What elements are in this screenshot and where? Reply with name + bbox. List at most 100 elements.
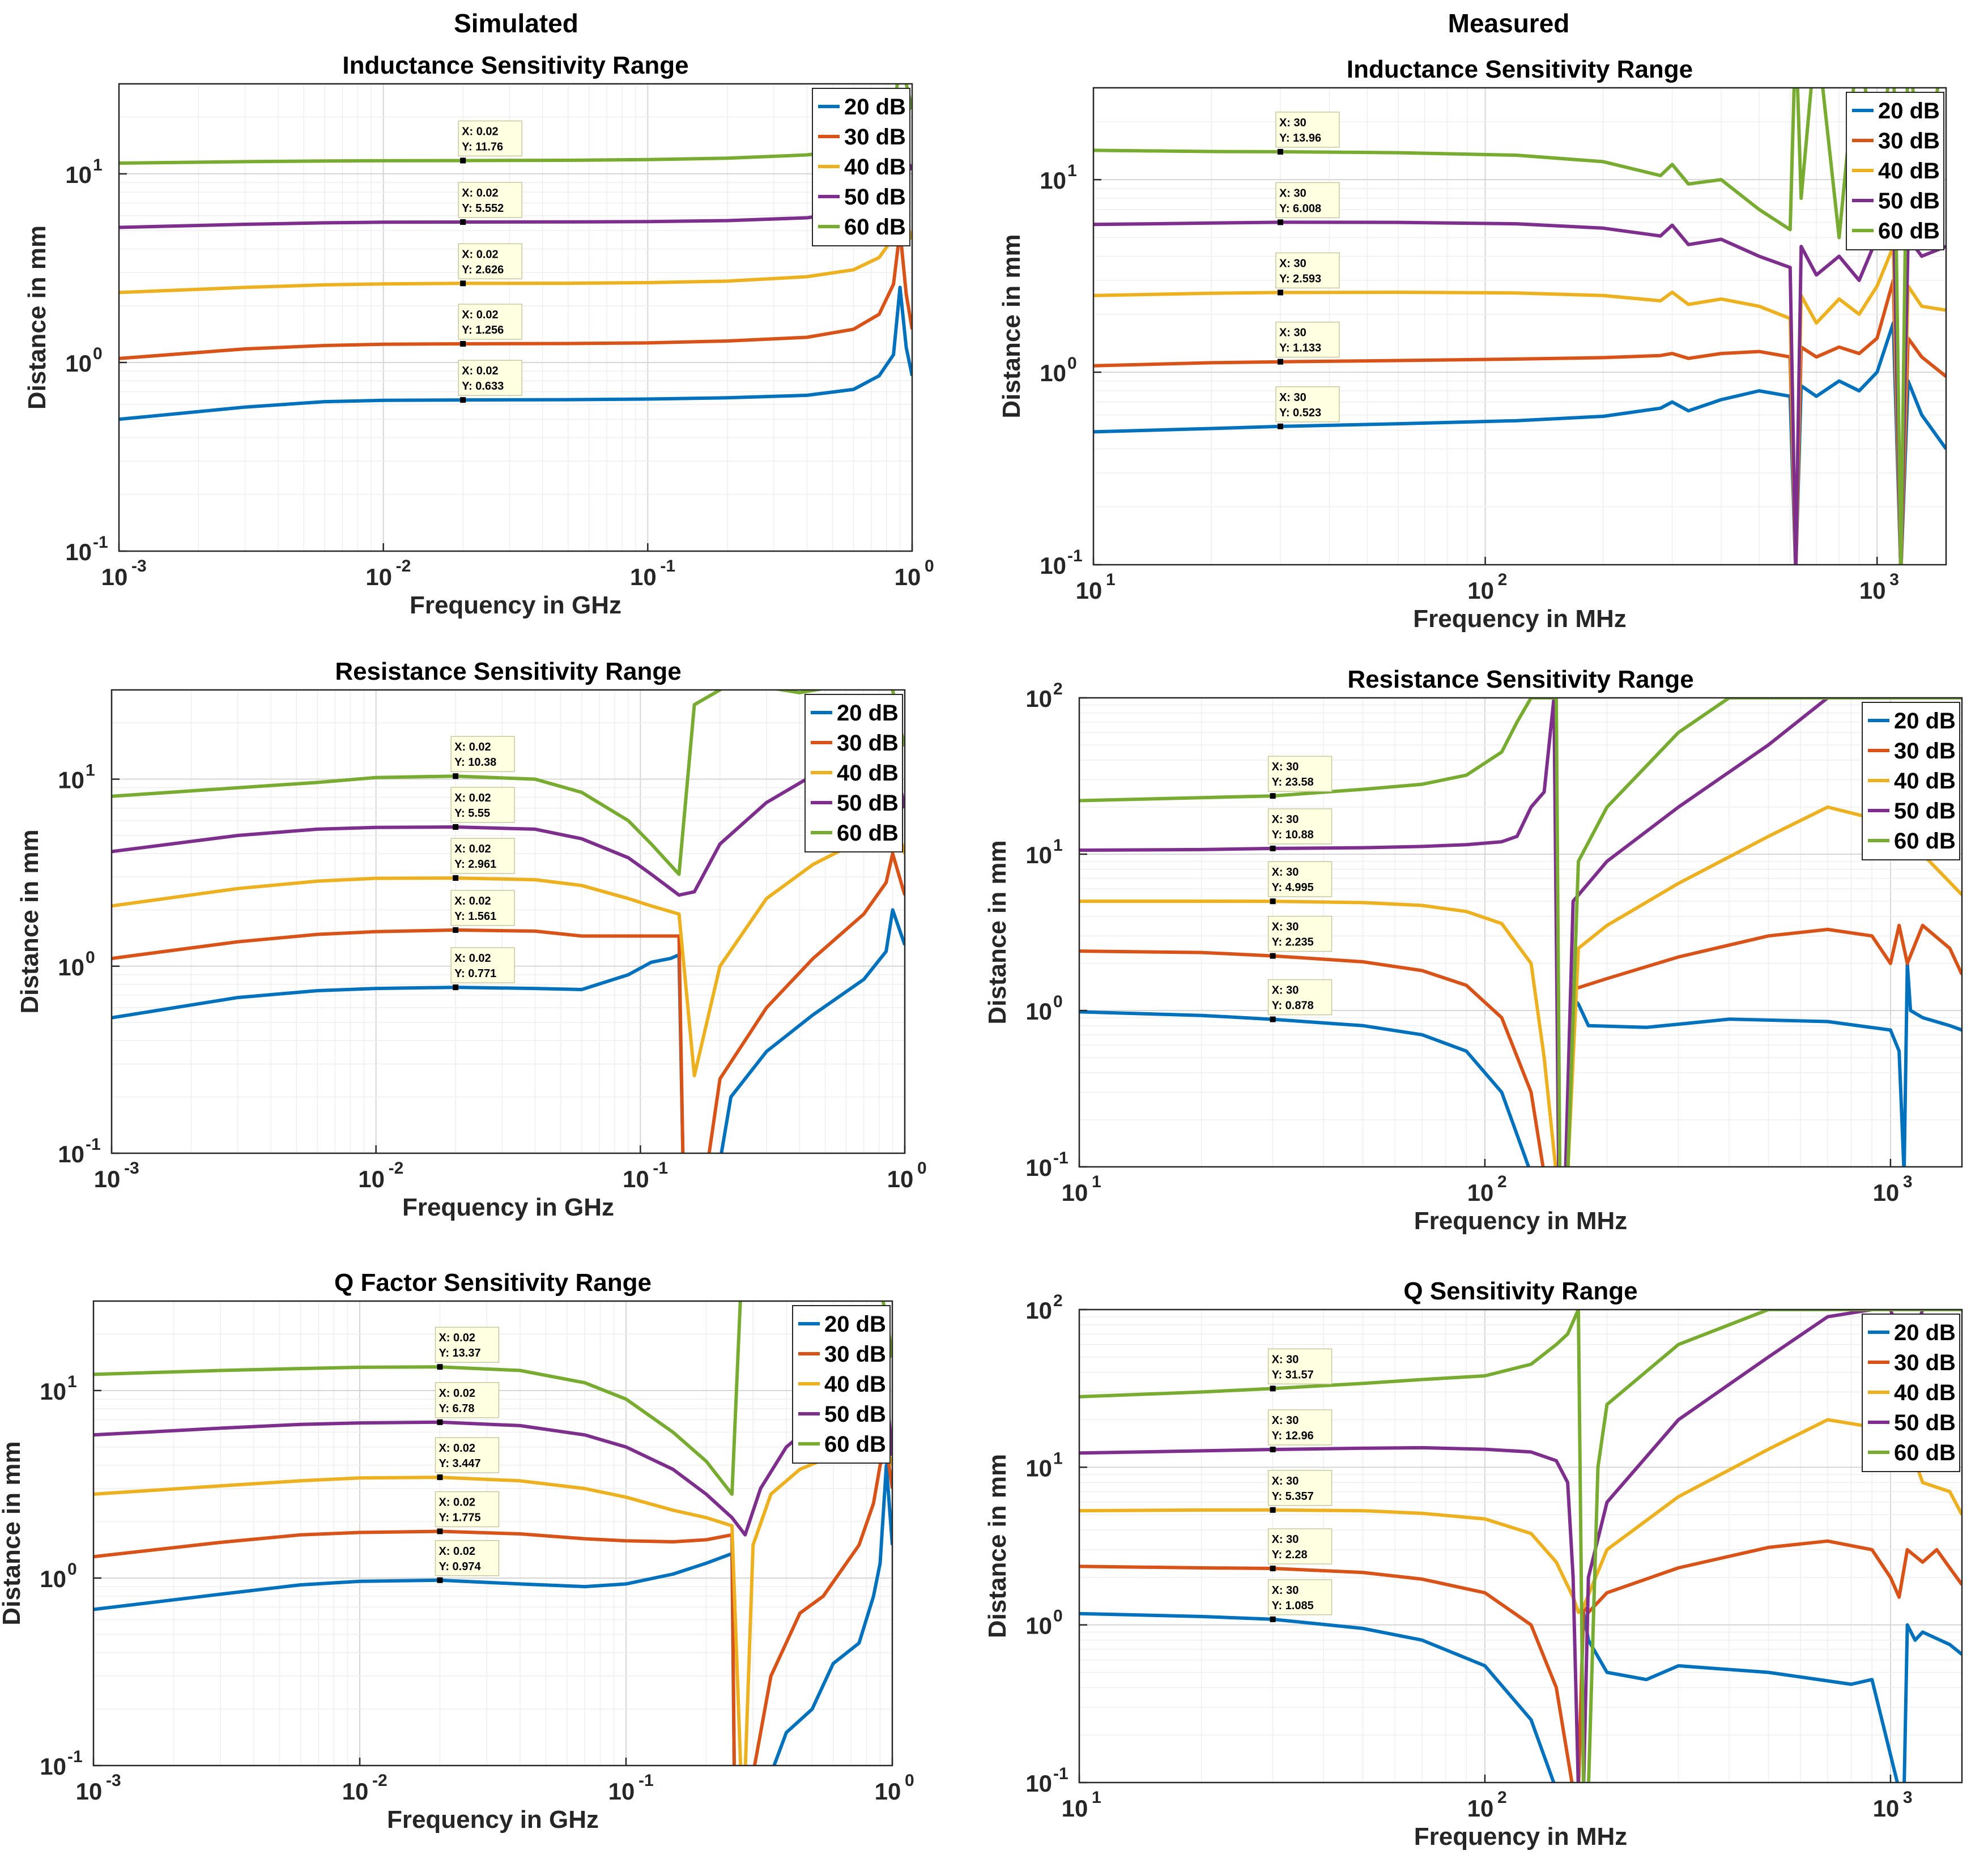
chart-title: Q Sensitivity Range [1403, 1277, 1637, 1305]
x-tick-label: 10 [1467, 577, 1494, 604]
data-tip-marker [1270, 898, 1276, 905]
x-axis-label: Frequency in GHz [402, 1193, 614, 1221]
x-tick-label: 10 [608, 1778, 635, 1805]
legend-label: 60 dB [1894, 1440, 1956, 1465]
legend-label: 50 dB [1894, 1410, 1956, 1435]
y-tick-label: 10 [40, 1566, 66, 1592]
data-tip-marker [1270, 1616, 1276, 1622]
data-tip: X: 0.02 Y: 0.771 [450, 947, 515, 991]
data-tip-box [1267, 1409, 1333, 1446]
data-tip-box [458, 304, 522, 340]
data-tip-x: X: 30 [1272, 1414, 1299, 1427]
data-tip-box [1275, 252, 1340, 289]
legend-label: 20 dB [1894, 1320, 1956, 1345]
x-tick-exponent: 2 [1498, 570, 1508, 589]
data-tip-y: Y: 10.88 [1272, 829, 1314, 841]
y-tick-exponent: 0 [1053, 992, 1063, 1011]
data-tip-x: X: 0.02 [454, 792, 491, 804]
data-tip-marker [453, 984, 459, 991]
y-axis-label: Distance in mm [23, 225, 51, 410]
legend-label: 40 dB [1894, 1380, 1956, 1405]
data-tip-y: Y: 0.633 [462, 380, 504, 393]
data-tip: X: 30 Y: 4.995 [1267, 861, 1333, 905]
legend-label: 50 dB [837, 791, 899, 816]
data-tip-marker [437, 1419, 443, 1425]
data-tip-box [435, 1382, 500, 1418]
data-tip-box [1267, 808, 1333, 845]
series-lines [1093, 88, 1946, 565]
legend: 20 dB 30 dB 40 dB 50 dB 60 dB [804, 694, 903, 852]
data-tip-x: X: 30 [1272, 866, 1299, 879]
y-tick-exponent: -1 [93, 533, 108, 552]
legend-label: 60 dB [844, 215, 906, 240]
data-tip-y: Y: 13.37 [439, 1347, 480, 1359]
x-tick-label: 10 [76, 1778, 103, 1805]
data-tip: X: 0.02 Y: 10.38 [450, 736, 515, 779]
legend-label: 20 dB [837, 701, 899, 726]
x-tick-exponent: 0 [917, 1159, 927, 1178]
data-tip-box [1275, 386, 1340, 423]
data-tip-y: Y: 1.561 [454, 910, 496, 923]
y-tick-label: 10 [58, 1141, 84, 1167]
x-axis-label: Frequency in MHz [1414, 1823, 1628, 1851]
x-tick-exponent: 3 [1903, 1172, 1913, 1191]
y-tick-exponent: -1 [1067, 547, 1083, 565]
data-tip-box [458, 120, 522, 157]
data-tip-marker [453, 824, 459, 830]
legend-label: 60 dB [1878, 219, 1940, 244]
data-tip-x: X: 0.02 [454, 895, 491, 907]
data-tip-x: X: 30 [1279, 327, 1306, 339]
data-tip-marker [437, 1577, 443, 1583]
data-tip-y: Y: 1.133 [1279, 342, 1321, 355]
legend-label: 40 dB [1894, 769, 1956, 794]
panel-q-factor-simulated: 10 -3 10 -2 10 -1 10 010 -110 010 1Q Factor Sensit… [0, 1269, 914, 1834]
y-tick-label: 10 [1025, 1297, 1052, 1324]
y-tick-exponent: 0 [1053, 1607, 1063, 1626]
data-tip: X: 0.02 Y: 1.775 [435, 1491, 500, 1534]
data-tip-y: Y: 0.523 [1279, 407, 1321, 419]
x-tick-label: 10 [365, 564, 392, 590]
data-tip: X: 30 Y: 1.133 [1275, 321, 1340, 365]
x-tick-label: 10 [101, 564, 128, 590]
data-tip-y: Y: 3.447 [439, 1457, 480, 1470]
chart-title: Q Factor Sensitivity Range [334, 1269, 652, 1297]
legend-label: 20 dB [824, 1312, 886, 1337]
data-tip-marker [437, 1364, 443, 1370]
data-tip-y: Y: 23.58 [1272, 776, 1314, 788]
axes-box [1092, 87, 1947, 566]
y-tick-exponent: -1 [86, 1135, 101, 1154]
x-axis-label: Frequency in GHz [410, 591, 621, 619]
series-line-60-dB [119, 84, 912, 165]
x-tick-exponent: -3 [131, 557, 147, 575]
data-tip-box [458, 360, 522, 396]
data-tip-box [1267, 1470, 1333, 1506]
data-tip-marker [460, 397, 466, 403]
x-tick-exponent: 1 [1092, 1788, 1101, 1807]
data-tip-box [1267, 915, 1333, 952]
x-tick-label: 10 [358, 1166, 385, 1192]
data-tip: X: 0.02 Y: 6.78 [435, 1382, 500, 1425]
legend: 20 dB 30 dB 40 dB 50 dB 60 dB [792, 1305, 891, 1464]
data-tip-box [1267, 1348, 1333, 1385]
data-tip-box [1267, 1528, 1333, 1564]
data-tip-marker [1270, 793, 1276, 799]
data-tip: X: 30 Y: 6.008 [1275, 182, 1340, 225]
legend-label: 50 dB [824, 1402, 886, 1427]
y-tick-label: 10 [1025, 842, 1052, 868]
data-tip-box [435, 1437, 500, 1473]
x-tick-label: 10 [1467, 1179, 1494, 1206]
y-tick-label: 10 [1040, 360, 1066, 386]
data-tip-y: Y: 2.235 [1272, 936, 1314, 949]
x-tick-label: 10 [1062, 1795, 1088, 1822]
x-tick-exponent: -2 [372, 1771, 388, 1790]
chart-title: Resistance Sensitivity Range [335, 658, 681, 685]
legend-label: 20 dB [1878, 99, 1940, 123]
y-tick-label: 10 [1040, 552, 1066, 579]
data-tip-x: X: 30 [1272, 761, 1299, 773]
x-tick-label: 10 [1076, 577, 1102, 604]
data-tip: X: 0.02 Y: 2.626 [458, 243, 522, 287]
data-tip-y: Y: 2.28 [1272, 1549, 1308, 1561]
